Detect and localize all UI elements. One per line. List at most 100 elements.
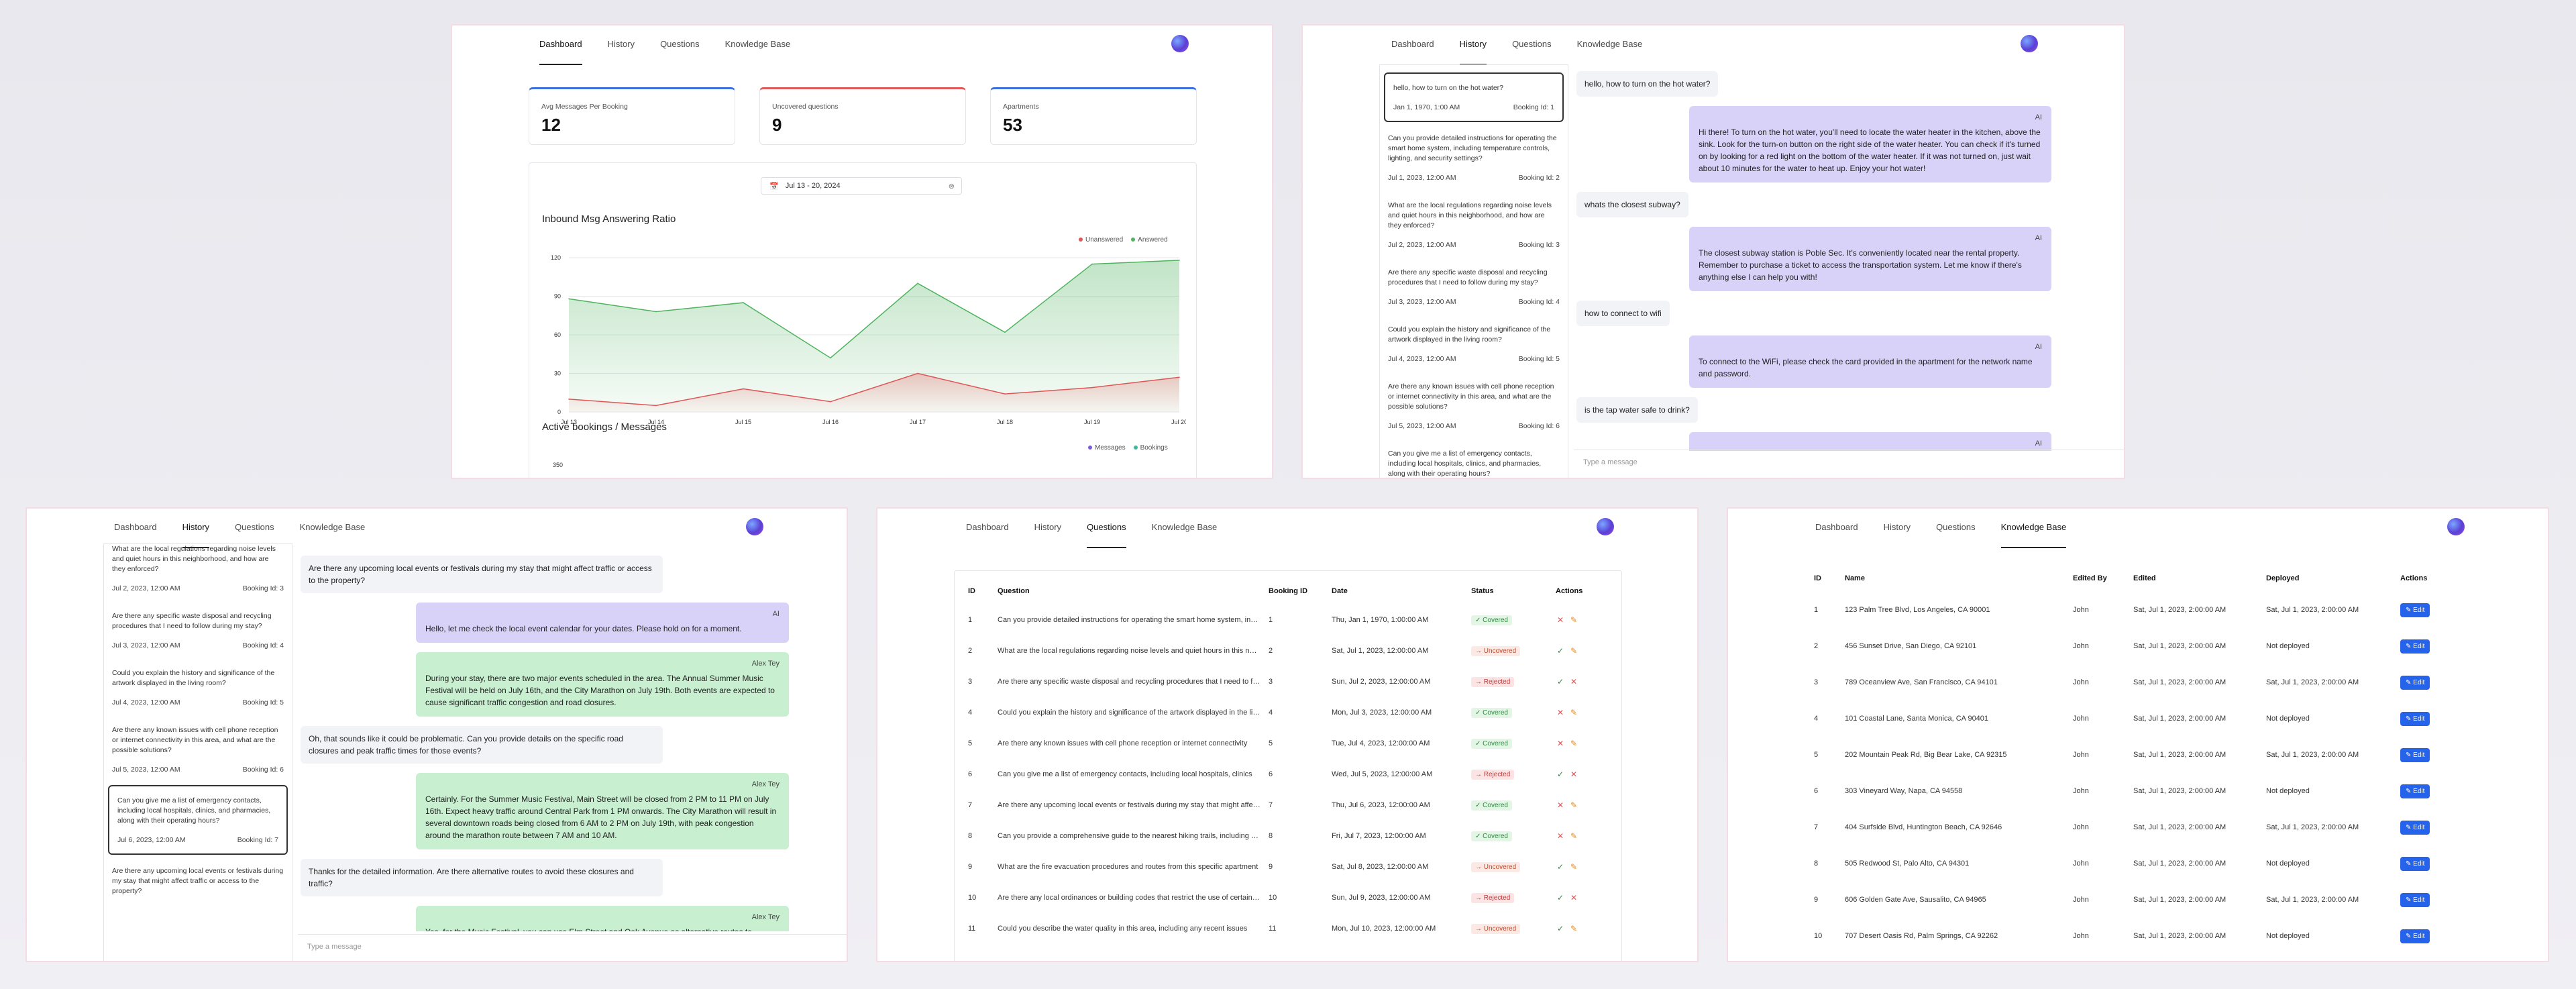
edit-icon[interactable]: ✎ (1570, 800, 1578, 810)
avatar[interactable] (2021, 35, 2038, 52)
tab-history[interactable]: History (1883, 522, 1911, 532)
list-item[interactable]: Can you give me a list of emergency cont… (1380, 439, 1568, 478)
col-question[interactable]: Question (998, 587, 1030, 595)
tab-knowledge-base[interactable]: Knowledge Base (724, 39, 791, 49)
tab-questions[interactable]: Questions (1512, 39, 1552, 49)
approve-icon[interactable]: ✓ (1556, 893, 1564, 902)
edit-icon[interactable]: ✎ (1570, 615, 1578, 625)
table-row[interactable]: 5 Are there any known issues with cell ph… (964, 728, 1613, 759)
avatar[interactable] (1171, 35, 1189, 52)
edit-button[interactable]: ✎ Edit (2400, 603, 2430, 617)
tab-dashboard[interactable]: Dashboard (1391, 39, 1434, 49)
edit-button[interactable]: ✎ Edit (2400, 711, 2430, 726)
list-item[interactable]: Are there any specific waste disposal an… (1380, 258, 1568, 315)
table-row[interactable]: 4 101 Coastal Lane, Santa Monica, CA 9040… (1810, 700, 2481, 737)
col-date[interactable]: Date (1332, 587, 1348, 595)
close-icon[interactable]: ✕ (1556, 831, 1564, 841)
tab-questions[interactable]: Questions (235, 522, 274, 532)
edit-icon[interactable]: ✎ (1570, 708, 1578, 717)
col-booking-id[interactable]: Booking ID (1269, 587, 1308, 595)
col-status[interactable]: Status (1471, 587, 1494, 595)
edit-icon[interactable]: ✎ (1570, 646, 1578, 656)
list-item[interactable]: Are there any upcoming local events or f… (104, 857, 292, 896)
table-row[interactable]: 9 606 Golden Gate Ave, Sausalito, CA 9496… (1810, 882, 2481, 918)
table-row[interactable]: 3 Are there any specific waste disposal a… (964, 666, 1613, 697)
legend-item-bookings[interactable]: Bookings (1133, 444, 1168, 452)
tab-knowledge-base[interactable]: Knowledge Base (1576, 39, 1643, 49)
edit-icon[interactable]: ✎ (1570, 831, 1578, 841)
tab-dashboard[interactable]: Dashboard (1815, 522, 1858, 532)
tab-history[interactable]: History (607, 39, 635, 49)
table-row[interactable]: 8 Can you provide a comprehensive guide t… (964, 821, 1613, 851)
message-input[interactable]: Type a message (298, 934, 847, 961)
tab-history[interactable]: History (1034, 522, 1062, 532)
close-icon[interactable]: ✕ (1556, 739, 1564, 748)
approve-icon[interactable]: ✓ (1556, 862, 1564, 872)
col-name[interactable]: Name (1845, 574, 1865, 582)
edit-button[interactable]: ✎ Edit (2400, 892, 2430, 907)
edit-button[interactable]: ✎ Edit (2400, 747, 2430, 762)
close-icon[interactable]: ✕ (1570, 770, 1578, 779)
date-range-picker[interactable]: 📅 Jul 13 - 20, 2024 ⊗ (761, 177, 962, 195)
avatar[interactable] (1597, 518, 1614, 535)
edit-button[interactable]: ✎ Edit (2400, 639, 2430, 654)
avatar[interactable] (2447, 518, 2465, 535)
table-row[interactable]: 3 789 Oceanview Ave, San Francisco, CA 94… (1810, 664, 2481, 700)
approve-icon[interactable]: ✓ (1556, 646, 1564, 656)
col-edited[interactable]: Edited (2133, 574, 2156, 582)
edit-button[interactable]: ✎ Edit (2400, 856, 2430, 871)
col-deployed[interactable]: Deployed (2266, 574, 2300, 582)
close-icon[interactable]: ✕ (1556, 708, 1564, 717)
table-row[interactable]: 6 Can you give me a list of emergency con… (964, 759, 1613, 790)
edit-button[interactable]: ✎ Edit (2400, 675, 2430, 690)
table-row[interactable]: 10 707 Desert Oasis Rd, Palm Springs, CA … (1810, 918, 2481, 954)
table-row[interactable]: 2 456 Sunset Drive, San Diego, CA 92101 Jo… (1810, 628, 2481, 664)
edit-button[interactable]: ✎ Edit (2400, 929, 2430, 943)
avatar[interactable] (746, 518, 763, 535)
table-row[interactable]: 1 123 Palm Tree Blvd, Los Angeles, CA 900… (1810, 592, 2481, 628)
table-row[interactable]: 2 What are the local regulations regardin… (964, 635, 1613, 666)
edit-icon[interactable]: ✎ (1570, 739, 1578, 748)
table-row[interactable]: 11 Could you describe the water quality i… (964, 913, 1613, 944)
table-row[interactable]: 7 Are there any upcoming local events or … (964, 790, 1613, 821)
approve-icon[interactable]: ✓ (1556, 924, 1564, 933)
col-id[interactable]: ID (1814, 574, 1821, 582)
table-row[interactable]: 5 202 Mountain Peak Rd, Big Bear Lake, CA… (1810, 737, 2481, 773)
message-input[interactable]: Type a message (1574, 450, 2124, 478)
clear-icon[interactable]: ⊗ (948, 182, 955, 191)
tab-history[interactable]: History (1459, 39, 1487, 65)
tab-knowledge-base[interactable]: Knowledge Base (1151, 522, 1218, 532)
close-icon[interactable]: ✕ (1556, 615, 1564, 625)
table-row[interactable]: 4 Could you explain the history and signi… (964, 697, 1613, 728)
tab-questions[interactable]: Questions (1087, 522, 1126, 548)
approve-icon[interactable]: ✓ (1556, 770, 1564, 779)
list-item[interactable]: Can you provide detailed instructions fo… (1380, 124, 1568, 191)
close-icon[interactable]: ✕ (1570, 893, 1578, 902)
table-row[interactable]: 8 505 Redwood St, Palo Alto, CA 94301 John… (1810, 845, 2481, 882)
legend-item-unanswered[interactable]: Unanswered (1079, 236, 1123, 244)
table-row[interactable]: 6 303 Vineyard Way, Napa, CA 94558 John Sat… (1810, 773, 2481, 809)
tab-knowledge-base[interactable]: Knowledge Base (2000, 522, 2067, 548)
list-item[interactable]: Are there any known issues with cell pho… (104, 716, 292, 783)
close-icon[interactable]: ✕ (1570, 677, 1578, 686)
list-item[interactable]: What are the local regulations regarding… (1380, 191, 1568, 258)
tab-dashboard[interactable]: Dashboard (114, 522, 157, 532)
legend-item-messages[interactable]: Messages (1088, 444, 1126, 452)
list-item[interactable]: hello, how to turn on the hot water? Jan … (1384, 72, 1564, 122)
table-row[interactable]: 7 404 Surfside Blvd, Huntington Beach, CA… (1810, 809, 2481, 845)
tab-questions[interactable]: Questions (1936, 522, 1976, 532)
edit-icon[interactable]: ✎ (1570, 862, 1578, 872)
col-edited-by[interactable]: Edited By (2073, 574, 2107, 582)
tab-history[interactable]: History (182, 522, 210, 548)
tab-knowledge-base[interactable]: Knowledge Base (299, 522, 366, 532)
close-icon[interactable]: ✕ (1556, 800, 1564, 810)
tab-questions[interactable]: Questions (660, 39, 700, 49)
legend-item-answered[interactable]: Answered (1131, 236, 1168, 244)
approve-icon[interactable]: ✓ (1556, 677, 1564, 686)
list-item[interactable]: Could you explain the history and signif… (1380, 315, 1568, 372)
table-row[interactable]: 9 What are the fire evacuation procedures… (964, 851, 1613, 882)
list-item[interactable]: What are the local regulations regarding… (104, 544, 292, 602)
edit-button[interactable]: ✎ Edit (2400, 784, 2430, 798)
list-item[interactable]: Can you give me a list of emergency cont… (108, 785, 288, 855)
edit-button[interactable]: ✎ Edit (2400, 820, 2430, 835)
